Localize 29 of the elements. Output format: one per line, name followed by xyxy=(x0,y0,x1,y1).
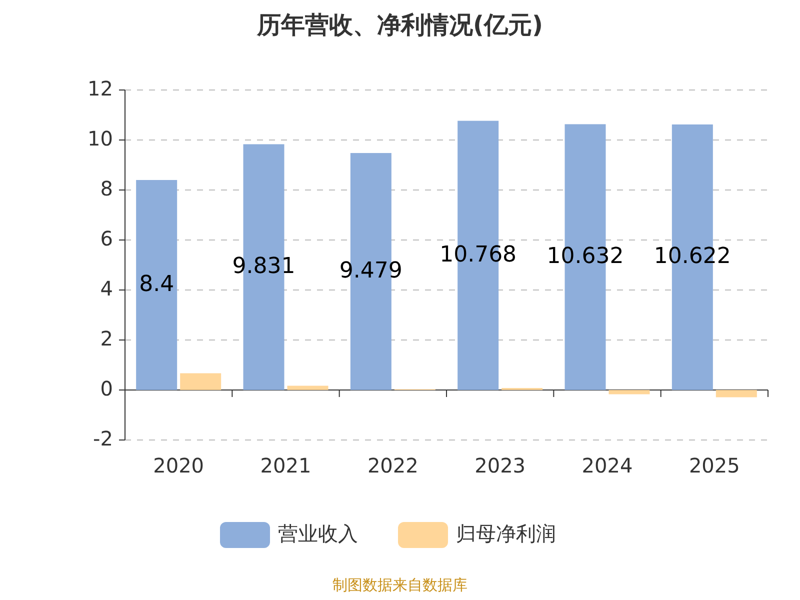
x-tick-label: 2024 xyxy=(582,453,633,478)
bar xyxy=(136,180,178,390)
y-tick-label: 10 xyxy=(88,126,113,150)
data-label: 9.479 xyxy=(339,258,402,284)
data-label: 9.831 xyxy=(232,254,296,280)
bar xyxy=(180,373,222,390)
x-tick-label: 2023 xyxy=(474,453,526,478)
bar xyxy=(608,390,650,394)
data-label: 10.768 xyxy=(440,242,517,268)
y-tick-label: 0 xyxy=(100,376,113,400)
y-tick-label: 12 xyxy=(88,76,113,100)
legend-label: 营业收入 xyxy=(278,521,358,546)
legend-label: 归母净利润 xyxy=(456,521,556,546)
data-label: 8.4 xyxy=(139,272,174,298)
chart-title: 历年营收、净利情况(亿元) xyxy=(256,11,543,39)
y-tick-label: 6 xyxy=(100,226,113,250)
x-tick-label: 2025 xyxy=(688,453,740,478)
x-tick-label: 2022 xyxy=(367,453,418,478)
data-label: 10.632 xyxy=(546,244,624,270)
bar xyxy=(287,386,328,390)
data-label: 10.622 xyxy=(654,244,731,270)
x-tick-label: 2020 xyxy=(153,453,204,478)
text: 制图数据来自数据库 xyxy=(332,576,468,594)
y-tick-label: 4 xyxy=(100,276,113,300)
x-tick-label: 2021 xyxy=(260,453,312,478)
y-tick-label: -2 xyxy=(93,426,113,450)
y-tick-label: 8 xyxy=(100,176,113,200)
bar xyxy=(716,390,757,398)
y-tick-label: 2 xyxy=(100,326,113,350)
